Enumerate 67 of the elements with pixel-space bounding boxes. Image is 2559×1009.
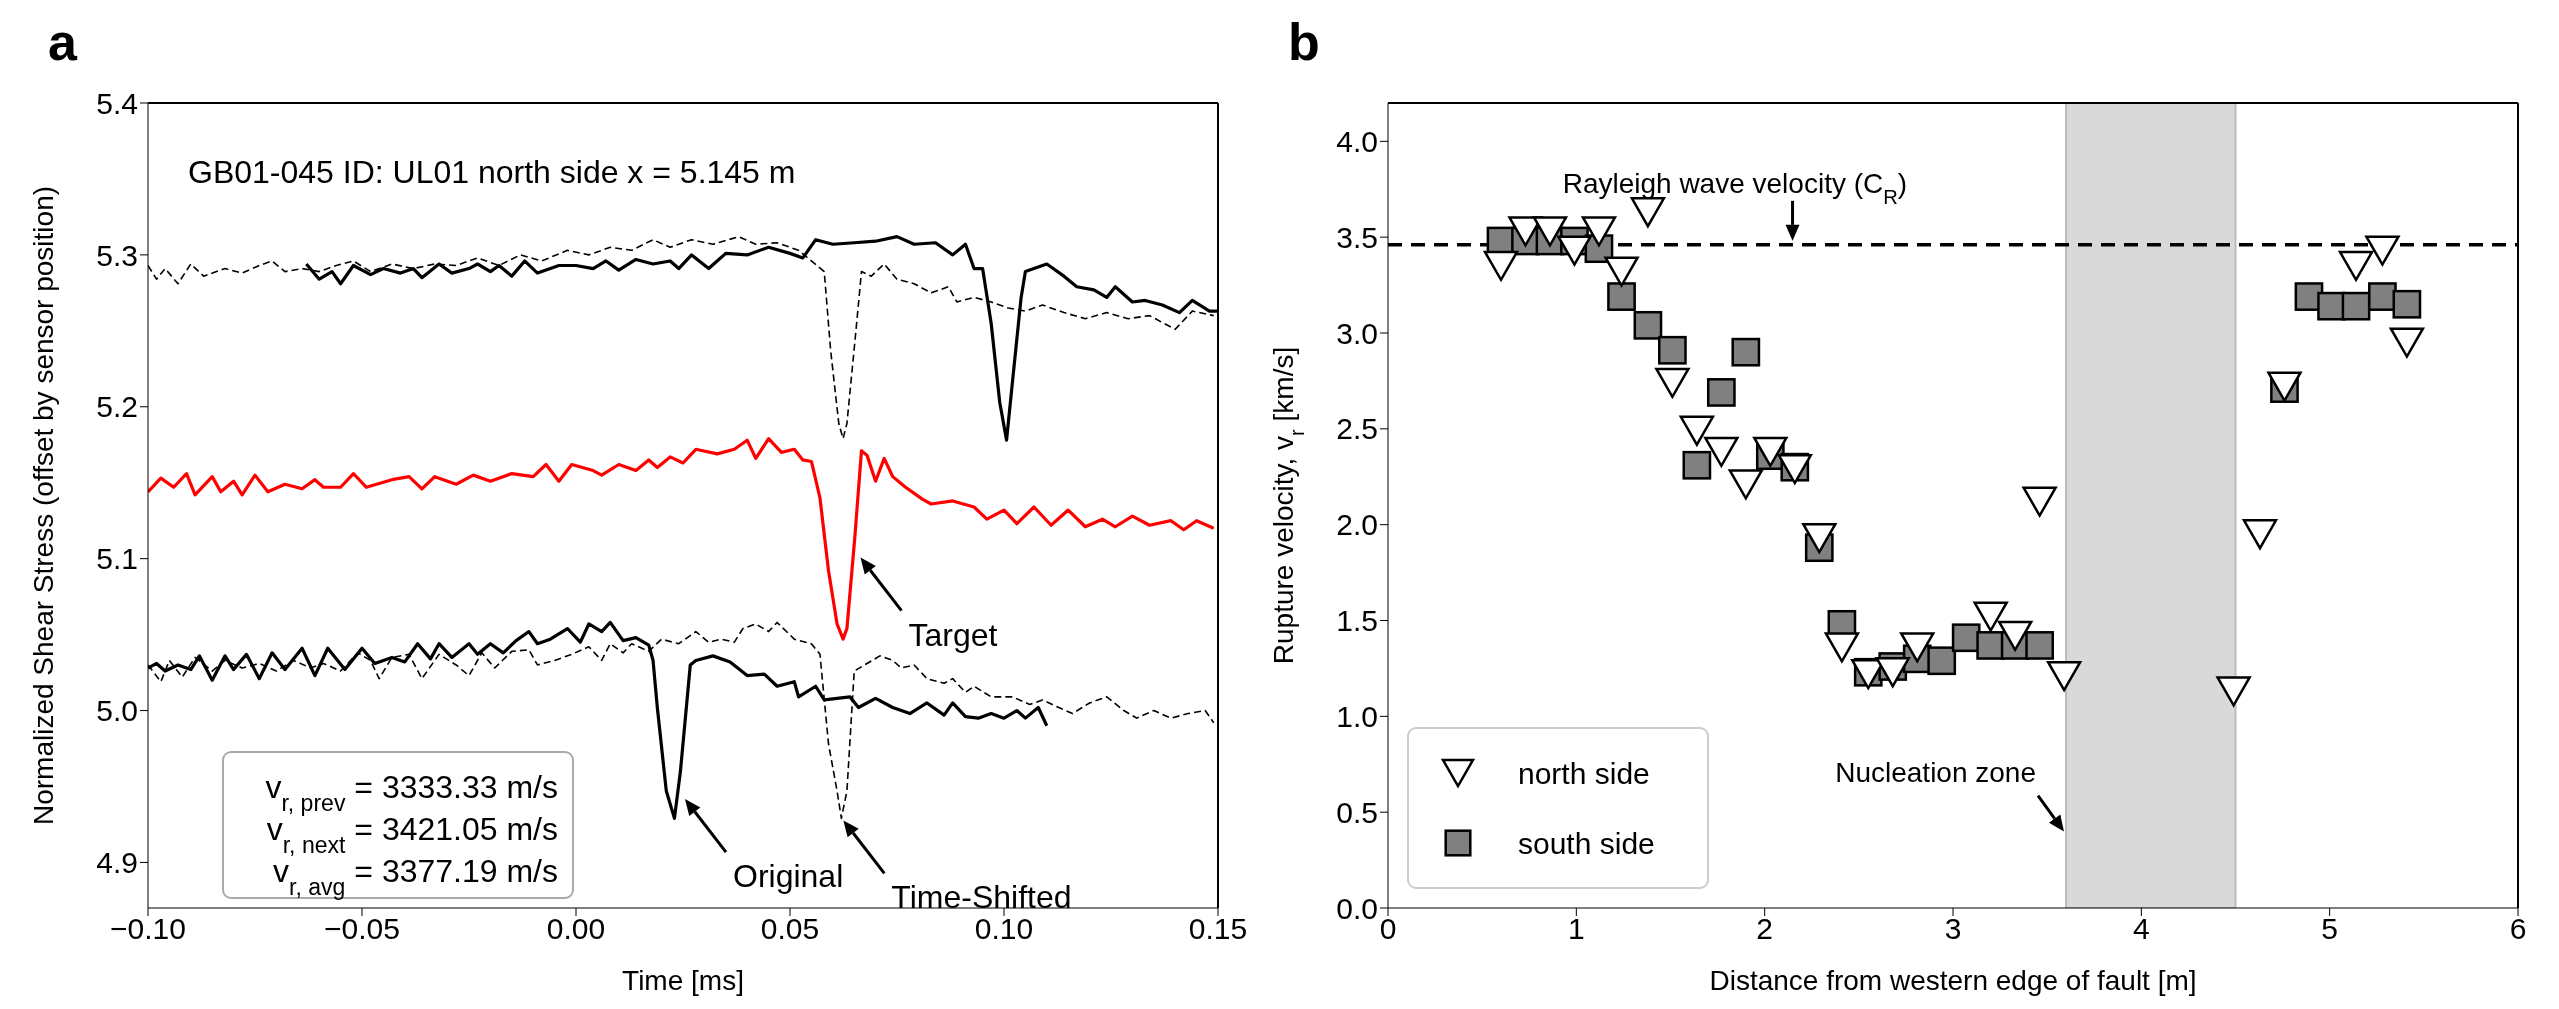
point	[2216, 676, 2251, 707]
point	[1655, 367, 1690, 398]
y-tick-label: 1.0	[1336, 699, 1378, 733]
y-tick-label: 5.4	[96, 86, 138, 120]
point	[1658, 335, 1687, 365]
point	[2046, 660, 2082, 692]
x-tick-label: −0.10	[110, 912, 186, 946]
point	[1731, 337, 1761, 367]
point	[1483, 250, 1519, 282]
x-tick-label: 0.15	[1188, 912, 1248, 946]
legend-label: north side	[1518, 757, 1650, 790]
y-tick-label: 2.5	[1336, 412, 1378, 446]
point	[2025, 631, 2054, 660]
x-tick-label: 3	[1944, 912, 1962, 946]
point	[1581, 216, 1617, 247]
y-tick-label: 5.0	[96, 694, 138, 728]
y-tick-label: 5.1	[96, 542, 138, 576]
point	[1633, 310, 1663, 340]
point	[1704, 436, 1739, 467]
x-tick-label: 6	[2509, 912, 2527, 946]
annotation: Target	[908, 616, 998, 653]
y-tick-label: 1.5	[1336, 604, 1378, 638]
ref-line-label: Rayleigh wave velocity (C$_{R}$)	[1562, 167, 1908, 208]
band-label: Nucleation zone	[1835, 756, 2036, 788]
y-tick-label: 4.0	[1336, 124, 1378, 158]
point	[2341, 291, 2371, 321]
annotation: GB01-045 ID: UL01 north side x = 5.145 m	[188, 154, 796, 190]
y-tick-label: 2.0	[1336, 508, 1378, 542]
point	[1532, 216, 1568, 247]
y-tick-label: 0.5	[1336, 795, 1378, 829]
y-tick-label: 3.0	[1336, 316, 1378, 350]
x-axis-title: Time [ms]	[622, 965, 744, 996]
point	[1682, 450, 1712, 480]
point	[1557, 235, 1592, 266]
x-tick-label: 4	[2132, 912, 2150, 946]
y-tick-label: 5.3	[96, 238, 138, 272]
y-axis-title: Normalized Shear Stress (offset by sensor position)	[28, 185, 59, 826]
y-tick-label: 0.0	[1336, 891, 1378, 925]
point	[2368, 282, 2397, 311]
point	[1875, 657, 1910, 688]
x-tick-label: 0.05	[760, 912, 820, 946]
point	[1997, 620, 2033, 651]
legend-label: south side	[1518, 827, 1655, 860]
chart-title: a	[48, 13, 78, 71]
point	[1824, 632, 1860, 663]
y-tick-label: 4.9	[96, 846, 138, 880]
point	[1951, 623, 1981, 653]
x-tick-label: 0.00	[546, 912, 606, 946]
y-tick-label: 5.2	[96, 390, 138, 424]
x-axis-title: Distance from western edge of fault [m]	[1709, 965, 2197, 996]
point	[2338, 250, 2374, 282]
point	[1802, 522, 1837, 554]
point	[1706, 378, 1736, 407]
x-tick-label: 2	[1756, 912, 1774, 946]
y-tick-label: 3.5	[1336, 220, 1378, 254]
x-tick-label: 1	[1567, 912, 1585, 946]
x-tick-label: 0	[1379, 912, 1397, 946]
point	[1927, 646, 1957, 676]
x-tick-label: 5	[2321, 912, 2339, 946]
annotation: Original	[733, 858, 844, 895]
annotation: v$_{r, prev}$ = 3333.33 m/s	[265, 769, 558, 816]
chart-title: b	[1288, 13, 1320, 71]
point	[2365, 235, 2400, 266]
point	[2392, 289, 2422, 319]
point	[1899, 632, 1935, 663]
point	[1607, 282, 1636, 311]
x-tick-label: −0.05	[324, 912, 400, 946]
